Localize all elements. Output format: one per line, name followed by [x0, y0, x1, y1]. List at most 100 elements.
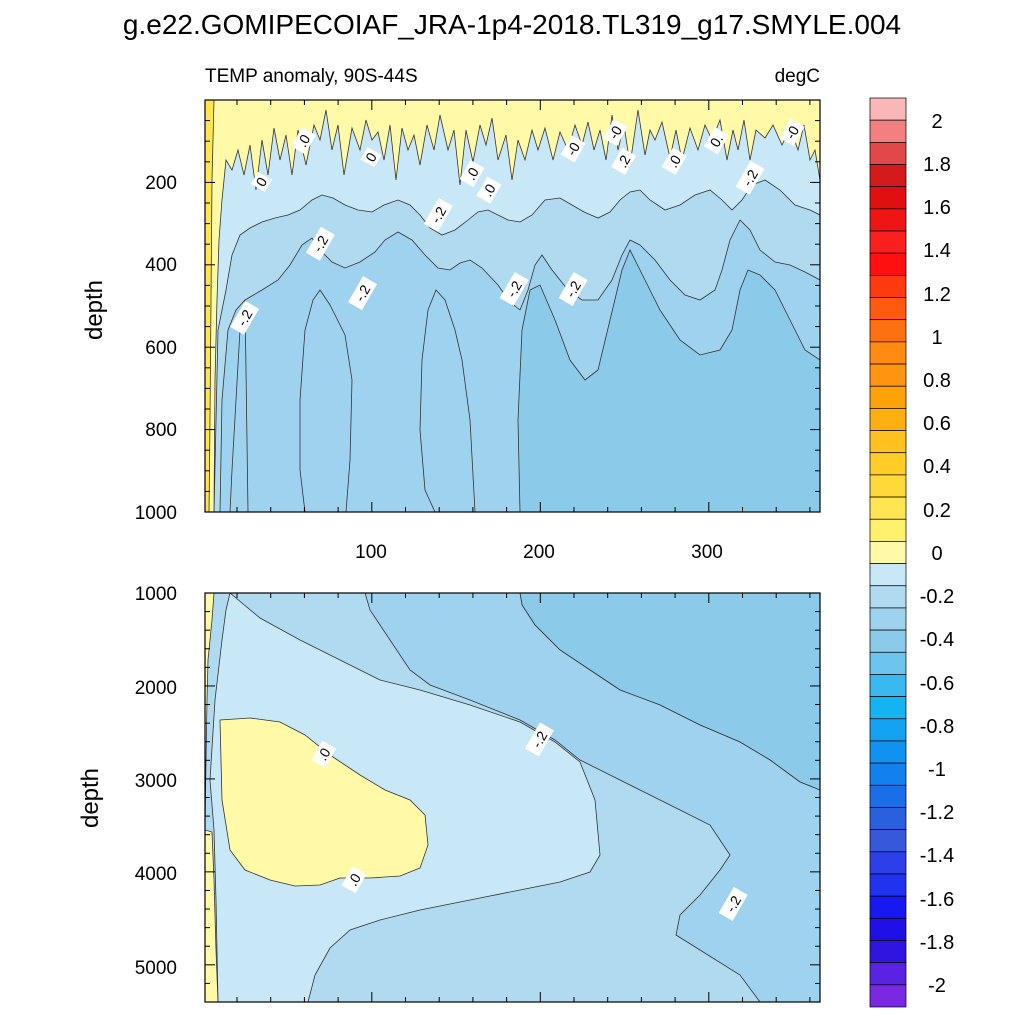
colorbar-label: -1.6	[920, 889, 954, 911]
upper-y-tick-label: 600	[145, 338, 177, 359]
colorbar-label: 1.6	[923, 197, 951, 219]
upper-contour-label: -0	[779, 118, 805, 146]
colorbar-box	[869, 940, 907, 964]
colorbar-box	[869, 762, 907, 786]
colorbar-boxes	[869, 97, 907, 1008]
upper-contour-label-bg	[348, 276, 377, 311]
upper-contour-label-bg	[611, 147, 637, 175]
upper-fill-band-0-m01	[205, 100, 820, 512]
lower-fill-band-0-m01	[209, 593, 601, 1002]
lower-contour-label: -.2	[525, 722, 554, 757]
colorbar-box	[869, 962, 907, 986]
colorbar-box	[869, 341, 907, 365]
upper-contour-label: -.2	[735, 160, 765, 195]
colorbar-box	[869, 607, 907, 631]
upper-contour-labels: 0.00.0.0-0-0.2.00. -0-.2-.2-.2-.2 -.2 -.2-.…	[230, 118, 805, 335]
colorbar-box	[869, 984, 907, 1008]
colorbar-label: 0.8	[923, 370, 951, 392]
lower-y-tick-labels: 1000 2000 3000 4000 5000	[135, 584, 177, 979]
lower-fill-positive-blob	[219, 717, 429, 887]
colorbar-label: 0.2	[923, 500, 951, 522]
lower-contour-label-bg	[718, 886, 748, 921]
upper-contour-label: -.2	[423, 197, 453, 232]
lower-ticks	[205, 593, 820, 1003]
upper-contour-label: -0	[602, 118, 628, 146]
colorbar-box	[869, 97, 907, 121]
colorbar-box	[869, 297, 907, 321]
upper-contour-label-bg	[459, 160, 485, 188]
lower-y-tick-label: 1000	[135, 584, 177, 605]
colorbar-box	[869, 363, 907, 387]
colorbar: 2 1.8 1.6 1.4 1.2 1 0.8 0.6 0.4 0.2 0 -0…	[869, 97, 954, 1008]
upper-contour-label-text: -.2	[562, 278, 584, 300]
upper-contour-label-bg	[230, 300, 260, 335]
upper-contour-label-bg	[423, 197, 453, 232]
colorbar-box	[869, 385, 907, 409]
colorbar-label: -1.4	[920, 845, 954, 867]
upper-contour-label: -0	[560, 135, 586, 163]
colorbar-box	[869, 541, 907, 564]
colorbar-box	[869, 164, 907, 188]
colorbar-box	[869, 208, 907, 232]
upper-contour-label-text: -.2	[739, 167, 761, 189]
colorbar-box	[869, 518, 907, 542]
colorbar-label: 1.8	[923, 154, 951, 176]
colorbar-box	[869, 275, 907, 298]
main-title: g.e22.GOMIPECOIAF_JRA-1p4-2018.TL319_g17…	[123, 9, 901, 40]
colorbar-box	[869, 230, 907, 254]
lower-panel: 1000 2000 3000 4000 5000 depth .0 .0 -.2 -.…	[77, 584, 821, 1003]
upper-contour-label-bg	[360, 147, 382, 168]
colorbar-box	[869, 807, 907, 830]
upper-x-tick-label: 200	[523, 542, 555, 563]
upper-contour-label-bg	[476, 176, 502, 204]
colorbar-label: 2	[931, 111, 942, 133]
upper-contour-label: -.2	[499, 272, 529, 307]
colorbar-label: 0.6	[923, 413, 951, 435]
colorbar-box	[869, 119, 907, 143]
lower-contour-label: -.2	[718, 886, 748, 921]
upper-x-tick-label: 100	[355, 542, 387, 563]
upper-x-tick-label: 300	[691, 542, 723, 563]
lower-contour-label-bg	[311, 740, 337, 768]
colorbar-label: -1	[928, 759, 946, 781]
colorbar-label: 1.4	[923, 240, 951, 262]
lower-fill-band-m02-m03	[364, 593, 820, 1002]
lower-fill-left-strip-bottom	[205, 829, 219, 1002]
upper-contour-label: 0.	[703, 127, 729, 155]
colorbar-label: 0	[931, 543, 942, 565]
colorbar-box	[869, 563, 907, 587]
colorbar-box	[869, 141, 907, 165]
upper-contour-label: .0	[476, 176, 502, 204]
colorbar-box	[869, 585, 907, 609]
colorbar-box	[869, 895, 907, 919]
colorbar-box	[869, 319, 907, 343]
upper-contour-label-text: -.2	[352, 282, 374, 304]
upper-contour-label: -.2	[558, 272, 588, 307]
upper-contour-label-bg	[779, 118, 805, 146]
upper-y-tick-label: 400	[145, 255, 177, 276]
colorbar-box	[869, 851, 907, 875]
colorbar-label: 0.4	[923, 456, 951, 478]
upper-contour-label-bg	[558, 272, 588, 307]
lower-y-tick-label: 4000	[135, 864, 177, 885]
upper-contour-label-text: -.2	[309, 232, 331, 254]
colorbar-box	[869, 917, 907, 941]
upper-contour-label-text: -.2	[427, 204, 449, 226]
colorbar-label: -1.2	[920, 802, 954, 824]
lower-contour-label-bg	[525, 722, 554, 757]
colorbar-label: -2	[928, 975, 946, 997]
lower-contour-label-text: -.2	[528, 728, 550, 750]
upper-y-tick-label: 800	[145, 420, 177, 441]
upper-contour-label-bg	[305, 226, 335, 261]
upper-contour-label-bg	[602, 118, 628, 146]
colorbar-label: 1.2	[923, 284, 951, 306]
upper-contour-label-bg	[499, 272, 529, 307]
colorbar-box	[869, 430, 907, 454]
upper-y-axis-label: depth	[81, 280, 108, 340]
upper-left-subtitle: TEMP anomaly, 90S-44S	[205, 66, 418, 87]
lower-y-tick-label: 3000	[135, 771, 177, 792]
upper-contour-label: .2	[611, 147, 637, 175]
upper-contour-label-text: -.2	[234, 307, 256, 329]
upper-ticks	[205, 100, 820, 512]
